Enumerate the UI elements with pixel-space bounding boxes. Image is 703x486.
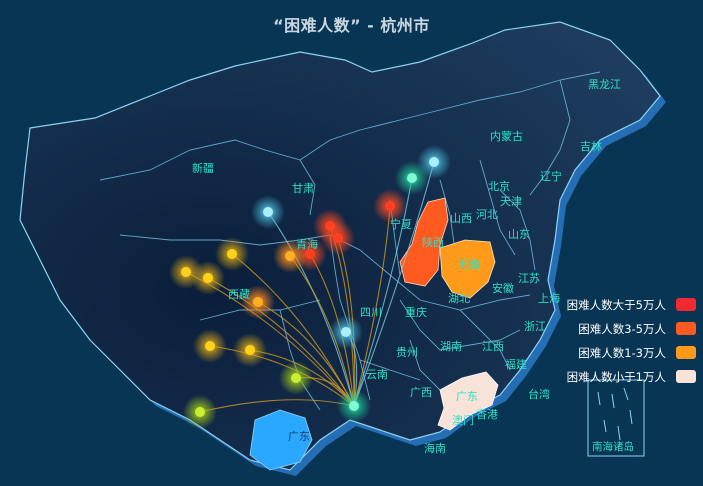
label-hebei: 河北 — [476, 208, 498, 221]
legend-swatch — [676, 322, 696, 335]
label-chongqing: 重庆 — [405, 305, 427, 319]
label-hainan: 海南 — [424, 441, 446, 455]
legend-swatch — [676, 298, 696, 311]
shaanxi-region[interactable] — [399, 197, 449, 287]
label-taiwan: 台湾 — [528, 387, 550, 401]
label-henan: 河南 — [458, 258, 480, 271]
city-marker-core — [253, 297, 263, 307]
city-marker-core — [285, 251, 295, 261]
province-fills — [249, 197, 499, 471]
label-guangdong: 广东 — [456, 390, 478, 403]
legend-label: 困难人数3-5万人 — [578, 321, 666, 336]
legend-item-gt5[interactable]: 困难人数大于5万人 — [520, 296, 696, 313]
label-hubei: 湖北 — [448, 292, 470, 305]
label-tianjin: 天津 — [500, 195, 522, 208]
city-marker-core — [291, 373, 301, 383]
legend-item-1to3[interactable]: 困难人数1-3万人 — [520, 344, 696, 361]
label-nanhai: 南海诸岛 — [592, 440, 634, 453]
label-anhui: 安徽 — [492, 281, 514, 295]
label-neimenggu: 内蒙古 — [490, 129, 523, 143]
city-marker-core — [385, 201, 395, 211]
label-liaoning: 辽宁 — [540, 169, 562, 183]
legend-swatch — [676, 370, 696, 383]
label-sichuan: 四川 — [360, 306, 382, 319]
flow-line — [207, 277, 355, 407]
city-marker-core — [203, 273, 213, 283]
label-xianggang: 香港 — [476, 408, 498, 421]
legend-item-lt1[interactable]: 困难人数小于1万人 — [520, 368, 696, 385]
flow-line — [267, 211, 355, 407]
map-title: “困难人数” - 杭州市 — [273, 16, 430, 35]
label-guangxi: 广西 — [410, 386, 432, 399]
label-guangdong-2: 广东 — [288, 430, 310, 443]
legend-item-3to5[interactable]: 困难人数3-5万人 — [520, 320, 696, 337]
legend-label: 困难人数大于5万人 — [566, 297, 666, 312]
city-marker-core — [341, 327, 351, 337]
city-marker-core — [227, 249, 237, 259]
flow-line — [353, 177, 413, 407]
legend-label: 困难人数1-3万人 — [578, 345, 666, 360]
guangdong-cyan-region[interactable] — [249, 409, 313, 471]
south-sea-inset — [587, 379, 645, 457]
label-shandong: 山东 — [508, 228, 530, 241]
label-guizhou: 贵州 — [396, 346, 418, 359]
flow-line — [353, 205, 391, 407]
henan-region[interactable] — [439, 239, 496, 299]
label-ningxia: 宁夏 — [390, 217, 412, 231]
city-marker-core — [245, 345, 255, 355]
label-xizang: 西藏 — [228, 288, 250, 301]
label-shaanxi: 陕西 — [422, 235, 444, 249]
legend-label: 困难人数小于1万人 — [566, 369, 666, 384]
label-xinjiang: 新疆 — [192, 161, 214, 175]
city-marker-core — [349, 401, 359, 411]
label-jiangxi: 江西 — [482, 340, 504, 353]
label-heilongjiang: 黑龙江 — [588, 78, 621, 91]
label-fujian: 福建 — [505, 357, 527, 371]
city-marker-core — [263, 207, 273, 217]
city-marker-core — [429, 157, 439, 167]
label-aomen: 澳门 — [452, 413, 474, 427]
label-hunan: 湖南 — [440, 340, 462, 353]
city-marker-core — [305, 249, 315, 259]
province-labels: 黑龙江 吉林 辽宁 内蒙古 北京 天津 河北 山东 山西 新疆 甘肃 宁夏 青海… — [192, 78, 634, 455]
label-zhejiang: 浙江 — [524, 320, 546, 333]
city-marker-core — [205, 341, 215, 351]
city-markers — [169, 145, 451, 429]
label-gansu: 甘肃 — [292, 182, 314, 195]
label-shanghai: 上海 — [538, 291, 560, 305]
label-beijing: 北京 — [488, 179, 510, 193]
flow-line — [353, 161, 435, 407]
label-shanxi: 山西 — [450, 212, 472, 225]
label-yunnan: 云南 — [366, 368, 388, 381]
city-marker-core — [333, 233, 343, 243]
label-jiangsu: 江苏 — [518, 272, 540, 285]
city-marker-core — [195, 407, 205, 417]
label-qinghai: 青海 — [296, 237, 318, 251]
legend: 困难人数大于5万人 困难人数3-5万人 困难人数1-3万人 困难人数小于1万人 — [520, 296, 696, 392]
city-marker-core — [407, 173, 417, 183]
label-jilin: 吉林 — [580, 139, 602, 153]
legend-swatch — [676, 346, 696, 359]
city-marker-core — [181, 267, 191, 277]
guangdong-region[interactable] — [437, 371, 499, 431]
